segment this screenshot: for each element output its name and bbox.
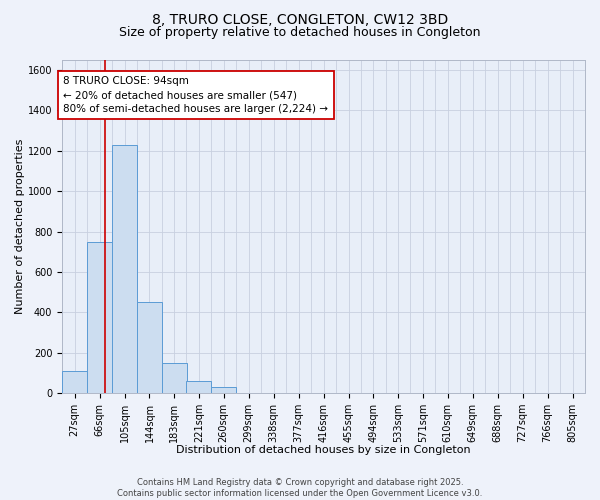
Text: Size of property relative to detached houses in Congleton: Size of property relative to detached ho… — [119, 26, 481, 39]
Bar — [112, 145, 137, 393]
Bar — [87, 242, 112, 393]
Bar — [162, 362, 187, 393]
Bar — [137, 302, 162, 393]
Bar — [186, 381, 211, 393]
Bar — [62, 371, 87, 393]
Text: 8, TRURO CLOSE, CONGLETON, CW12 3BD: 8, TRURO CLOSE, CONGLETON, CW12 3BD — [152, 12, 448, 26]
Bar — [211, 386, 236, 393]
Text: 8 TRURO CLOSE: 94sqm
← 20% of detached houses are smaller (547)
80% of semi-deta: 8 TRURO CLOSE: 94sqm ← 20% of detached h… — [64, 76, 328, 114]
Y-axis label: Number of detached properties: Number of detached properties — [15, 139, 25, 314]
Text: Contains HM Land Registry data © Crown copyright and database right 2025.
Contai: Contains HM Land Registry data © Crown c… — [118, 478, 482, 498]
X-axis label: Distribution of detached houses by size in Congleton: Distribution of detached houses by size … — [176, 445, 471, 455]
